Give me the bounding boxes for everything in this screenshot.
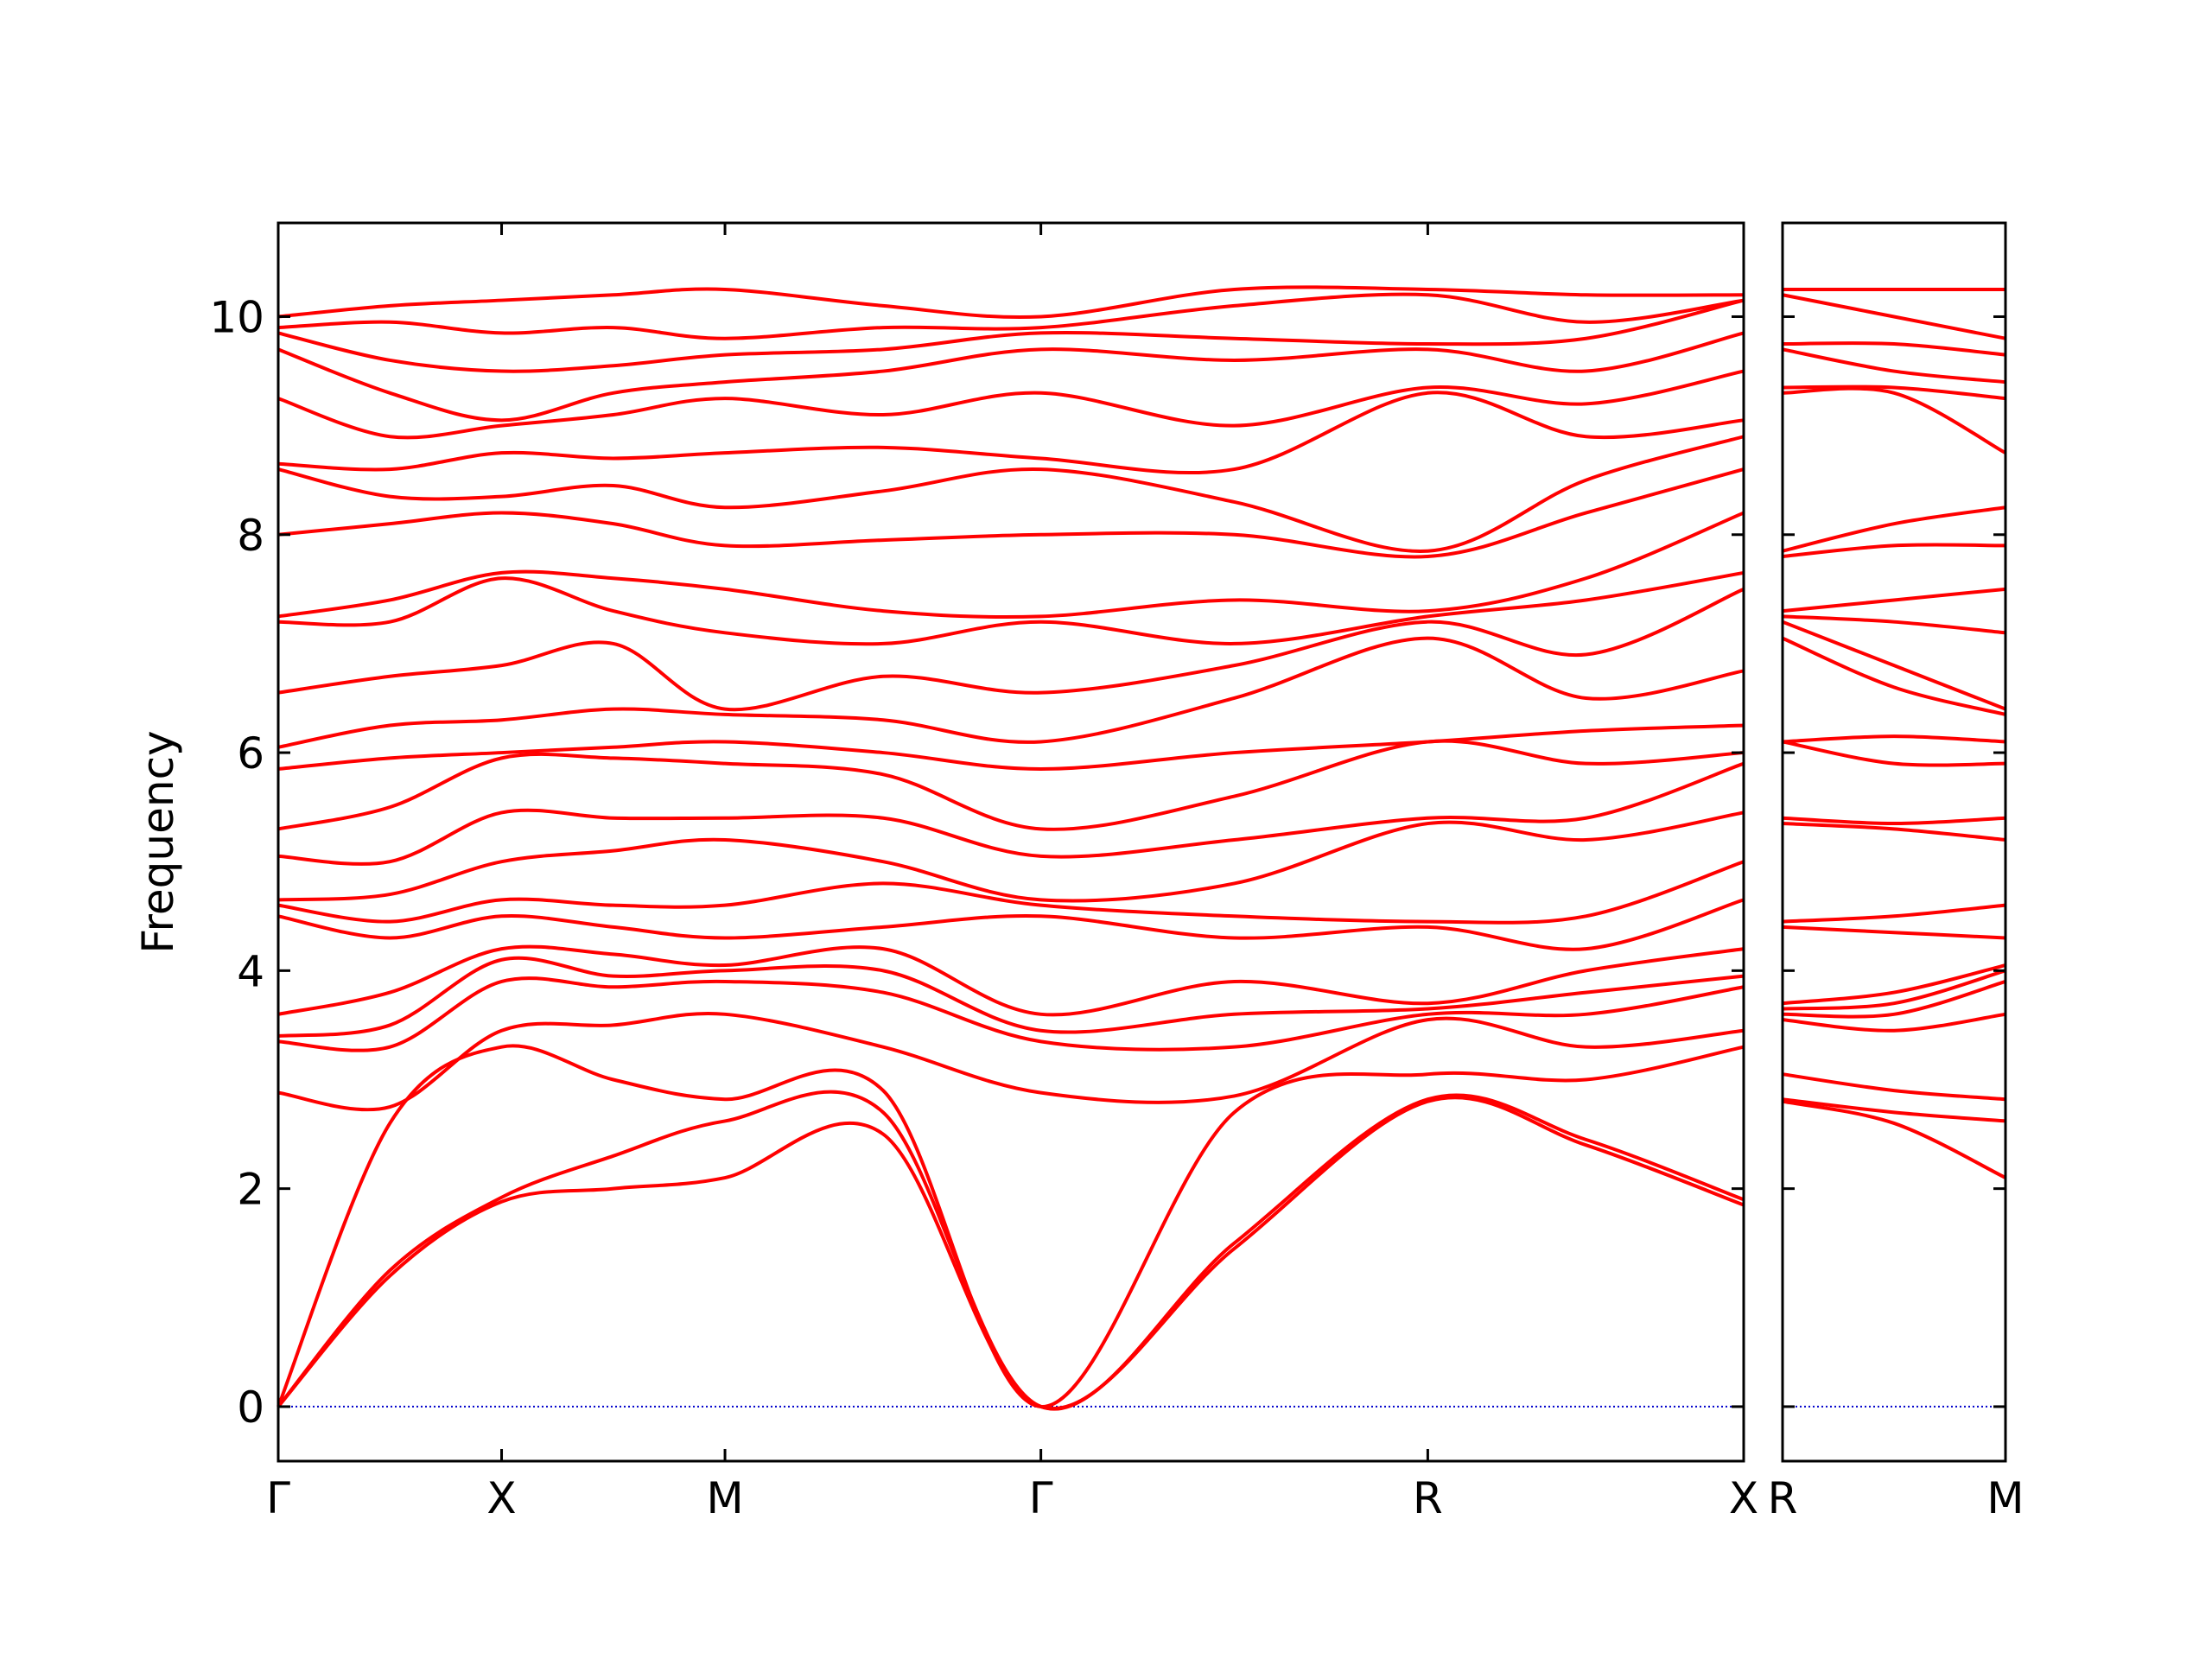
band-line <box>277 956 1745 1039</box>
band-line <box>1782 734 2006 744</box>
band-line <box>1782 1072 2006 1102</box>
plot-frame <box>1781 221 2007 1463</box>
band-line <box>1782 1012 2006 1033</box>
band-line <box>277 467 1745 559</box>
band-line <box>277 511 1745 620</box>
band-line <box>1782 587 2006 613</box>
y-tick-label: 10 <box>209 292 264 342</box>
band-line <box>1782 969 2006 1011</box>
band-line <box>277 898 1745 951</box>
band-line <box>276 1096 1745 1411</box>
band-line <box>1782 614 2006 635</box>
band-line <box>1782 925 2006 940</box>
band-line <box>1782 620 2006 711</box>
band-line <box>277 570 1745 646</box>
band-line <box>276 1044 1745 1408</box>
y-axis-label: Frequency <box>133 730 183 953</box>
band-line <box>277 860 1745 925</box>
x-tick-label: R <box>1768 1473 1798 1523</box>
band-line <box>277 285 1745 320</box>
y-tick-label: 2 <box>237 1165 264 1215</box>
band-line <box>1782 1097 2006 1123</box>
band-line <box>1782 636 2006 716</box>
band-line <box>1782 816 2006 826</box>
band-line <box>277 636 1745 749</box>
band-line <box>277 298 1745 373</box>
band-line <box>277 331 1745 423</box>
band-line <box>277 292 1745 340</box>
band-line <box>277 435 1745 553</box>
band-line <box>277 723 1745 771</box>
band-line <box>277 761 1745 866</box>
plot-area: 0 2 4 6 8 10 Γ X M Γ R X Frequency <box>133 221 1758 1523</box>
x-tick-label: M <box>706 1473 743 1523</box>
band-line <box>1782 347 2006 385</box>
band-line <box>277 1012 1745 1112</box>
band-line <box>1782 543 2006 558</box>
band-line <box>277 587 1745 712</box>
band-line <box>1782 903 2006 924</box>
band-line <box>1782 385 2006 401</box>
band-line <box>1782 1099 2006 1179</box>
band-line <box>277 369 1745 440</box>
band-line <box>277 976 1745 1052</box>
band-line <box>277 391 1745 475</box>
y-tick-label: 0 <box>237 1382 264 1433</box>
band-line <box>1782 740 2006 767</box>
band-line <box>1782 386 2006 454</box>
x-tick-label: X <box>486 1473 516 1523</box>
band-line <box>276 1090 1745 1411</box>
band-line <box>1782 963 2006 1006</box>
y-tick-label: 4 <box>237 946 264 996</box>
band-line <box>1782 822 2006 842</box>
band-line <box>1782 980 2006 1019</box>
y-tick-label: 6 <box>237 728 264 779</box>
x-tick-label: X <box>1729 1473 1758 1523</box>
x-tick-label: M <box>1986 1473 2024 1523</box>
band-line <box>277 739 1745 831</box>
x-tick-label: Γ <box>266 1473 290 1523</box>
band-line <box>1782 505 2006 553</box>
x-tick-label: Γ <box>1029 1473 1053 1523</box>
band-line <box>277 944 1745 1017</box>
y-tick-label: 8 <box>237 511 264 561</box>
x-tick-label: R <box>1413 1473 1443 1523</box>
band-line <box>1782 341 2006 357</box>
band-line <box>277 810 1745 903</box>
plot-frame <box>276 221 1745 1463</box>
band-line <box>1782 293 2006 340</box>
